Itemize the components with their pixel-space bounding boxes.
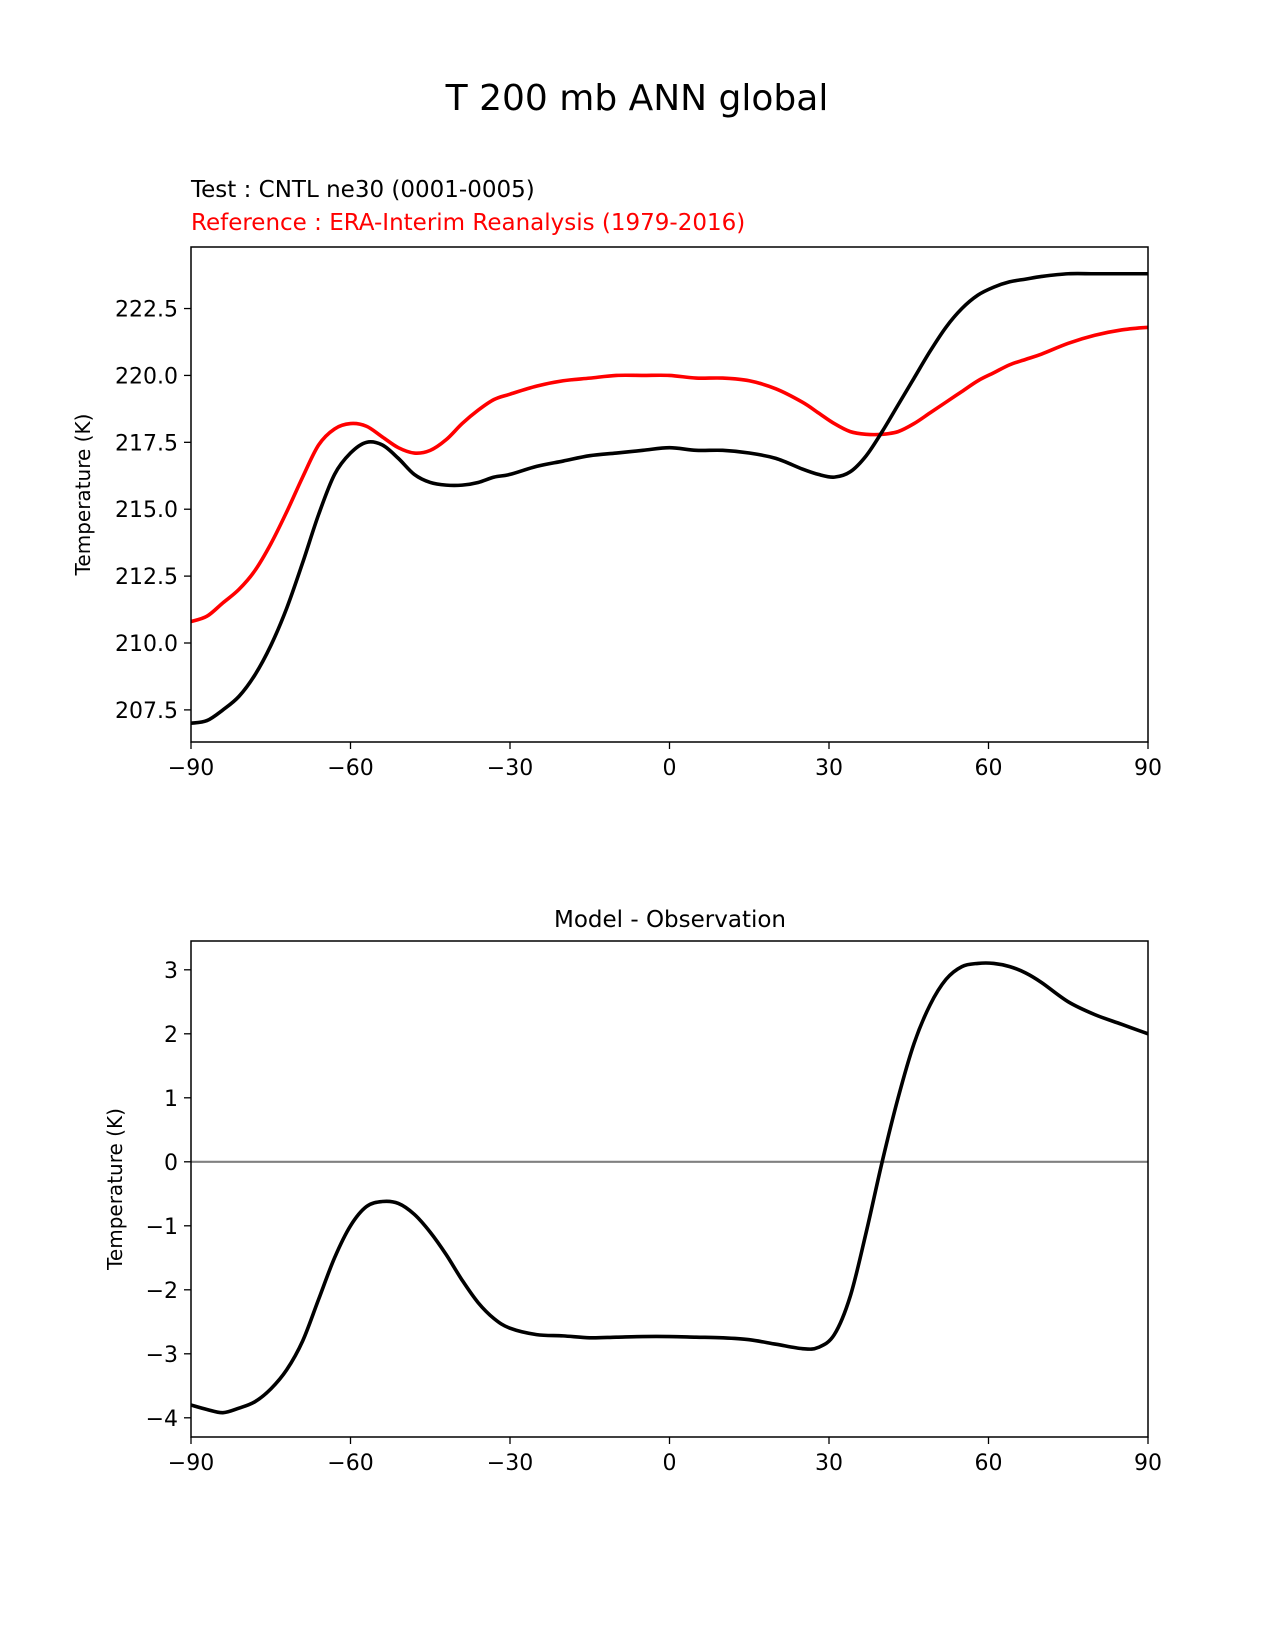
y-axis-label: Temperature (K) <box>71 414 95 577</box>
y-tick-label: −4 <box>146 1407 178 1432</box>
y-tick-label: −1 <box>146 1215 178 1240</box>
top-panel: Test : CNTL ne30 (0001-0005) Reference :… <box>71 177 1162 781</box>
y-tick-label: 222.5 <box>115 298 178 323</box>
x-tick-label: −60 <box>327 756 373 781</box>
x-tick-label: −90 <box>168 756 214 781</box>
y-tick-label: −3 <box>146 1343 178 1368</box>
y-tick-label: 220.0 <box>115 364 178 389</box>
x-tick-label: −30 <box>487 756 533 781</box>
y-tick-label: 217.5 <box>115 431 178 456</box>
test-label: Test : CNTL ne30 (0001-0005) <box>190 177 535 203</box>
y-tick-label: −2 <box>146 1279 178 1304</box>
x-tick-label: −60 <box>327 1451 373 1476</box>
test-series-line <box>191 961 1148 1415</box>
diff-panel-title: Model - Observation <box>554 907 786 933</box>
y-tick-label: 207.5 <box>115 699 178 724</box>
x-tick-label: 30 <box>815 756 843 781</box>
test-series-line <box>191 271 1148 726</box>
y-tick-label: 2 <box>164 1023 178 1048</box>
x-tick-label: 0 <box>663 1451 677 1476</box>
x-tick-label: 90 <box>1134 1451 1162 1476</box>
y-tick-label: 0 <box>164 1151 178 1176</box>
y-tick-label: 215.0 <box>115 498 178 523</box>
y-axis-label: Temperature (K) <box>103 1108 127 1271</box>
x-tick-label: 60 <box>975 1451 1003 1476</box>
x-tick-label: 0 <box>663 756 677 781</box>
reference-series-line <box>191 325 1148 624</box>
x-tick-label: 30 <box>815 1451 843 1476</box>
bottom-panel: Model - Observation Temperature (K) −90 −… <box>103 907 1162 1476</box>
y-tick-label: 1 <box>164 1087 178 1112</box>
reference-label: Reference : ERA-Interim Reanalysis (1979… <box>191 210 745 236</box>
y-tick-label: 212.5 <box>115 565 178 590</box>
y-tick-label: 3 <box>164 959 178 984</box>
x-tick-label: 60 <box>975 756 1003 781</box>
figure-title: T 200 mb ANN global <box>445 78 829 119</box>
y-tick-label: 210.0 <box>115 632 178 657</box>
x-tick-label: 90 <box>1134 756 1162 781</box>
x-tick-label: −90 <box>168 1451 214 1476</box>
x-tick-label: −30 <box>487 1451 533 1476</box>
